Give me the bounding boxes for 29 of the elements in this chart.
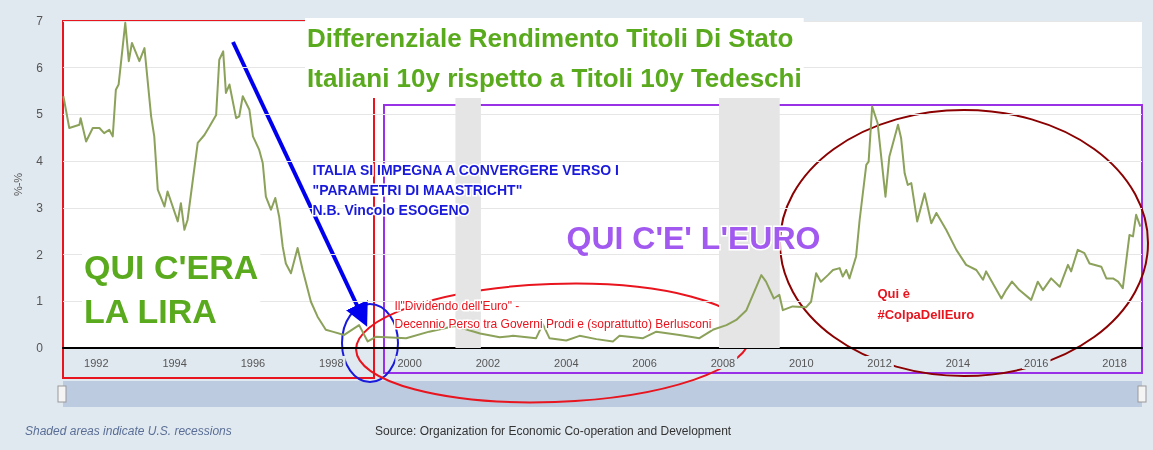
x-tick-label: 2016 [1024,356,1049,369]
x-tick-label: 2012 [867,356,892,369]
x-tick-label: 1994 [162,356,187,369]
y-tick-label: 7 [36,14,44,28]
y-tick-label: 6 [36,60,44,75]
x-tick-label: 2002 [475,356,501,369]
x-tick-label: 2018 [1102,356,1127,369]
x-tick-label: 1992 [84,356,109,369]
text: Differenziale Rendimento Titoli Di Stato Italiani 10y rispetto a Titoli 10y Tedeschi [307,23,802,93]
x-tick-label: 2008 [710,356,736,369]
x-tick-label: 2006 [632,356,657,369]
x-tick-label: 2014 [945,356,971,369]
y-axis-title: %-% [11,172,24,197]
x-tick-label: 2004 [554,356,579,369]
annotation: Qui è #ColpaDellEuro [877,286,975,322]
y-tick-label: 4 [36,154,44,169]
y-tick-label: 5 [36,107,44,122]
x-tick-label: 2010 [789,356,814,369]
x-tick-label: 2000 [397,356,422,369]
text: Shaded areas indicate U.S. recessions [25,424,232,438]
y-tick-label: 1 [36,294,44,309]
line-series [62,21,1142,343]
y-tick-label: 3 [36,200,44,215]
x-tick-label: 1996 [240,356,266,369]
x-tick-label: 1998 [319,356,344,369]
y-tick-label: 2 [36,247,44,262]
source-note: Source: Organization for Economic Co-operation and Development [375,424,732,438]
y-tick-label: 0 [36,341,44,355]
annotation: QUI C'ERA LA LIRA [84,248,259,330]
